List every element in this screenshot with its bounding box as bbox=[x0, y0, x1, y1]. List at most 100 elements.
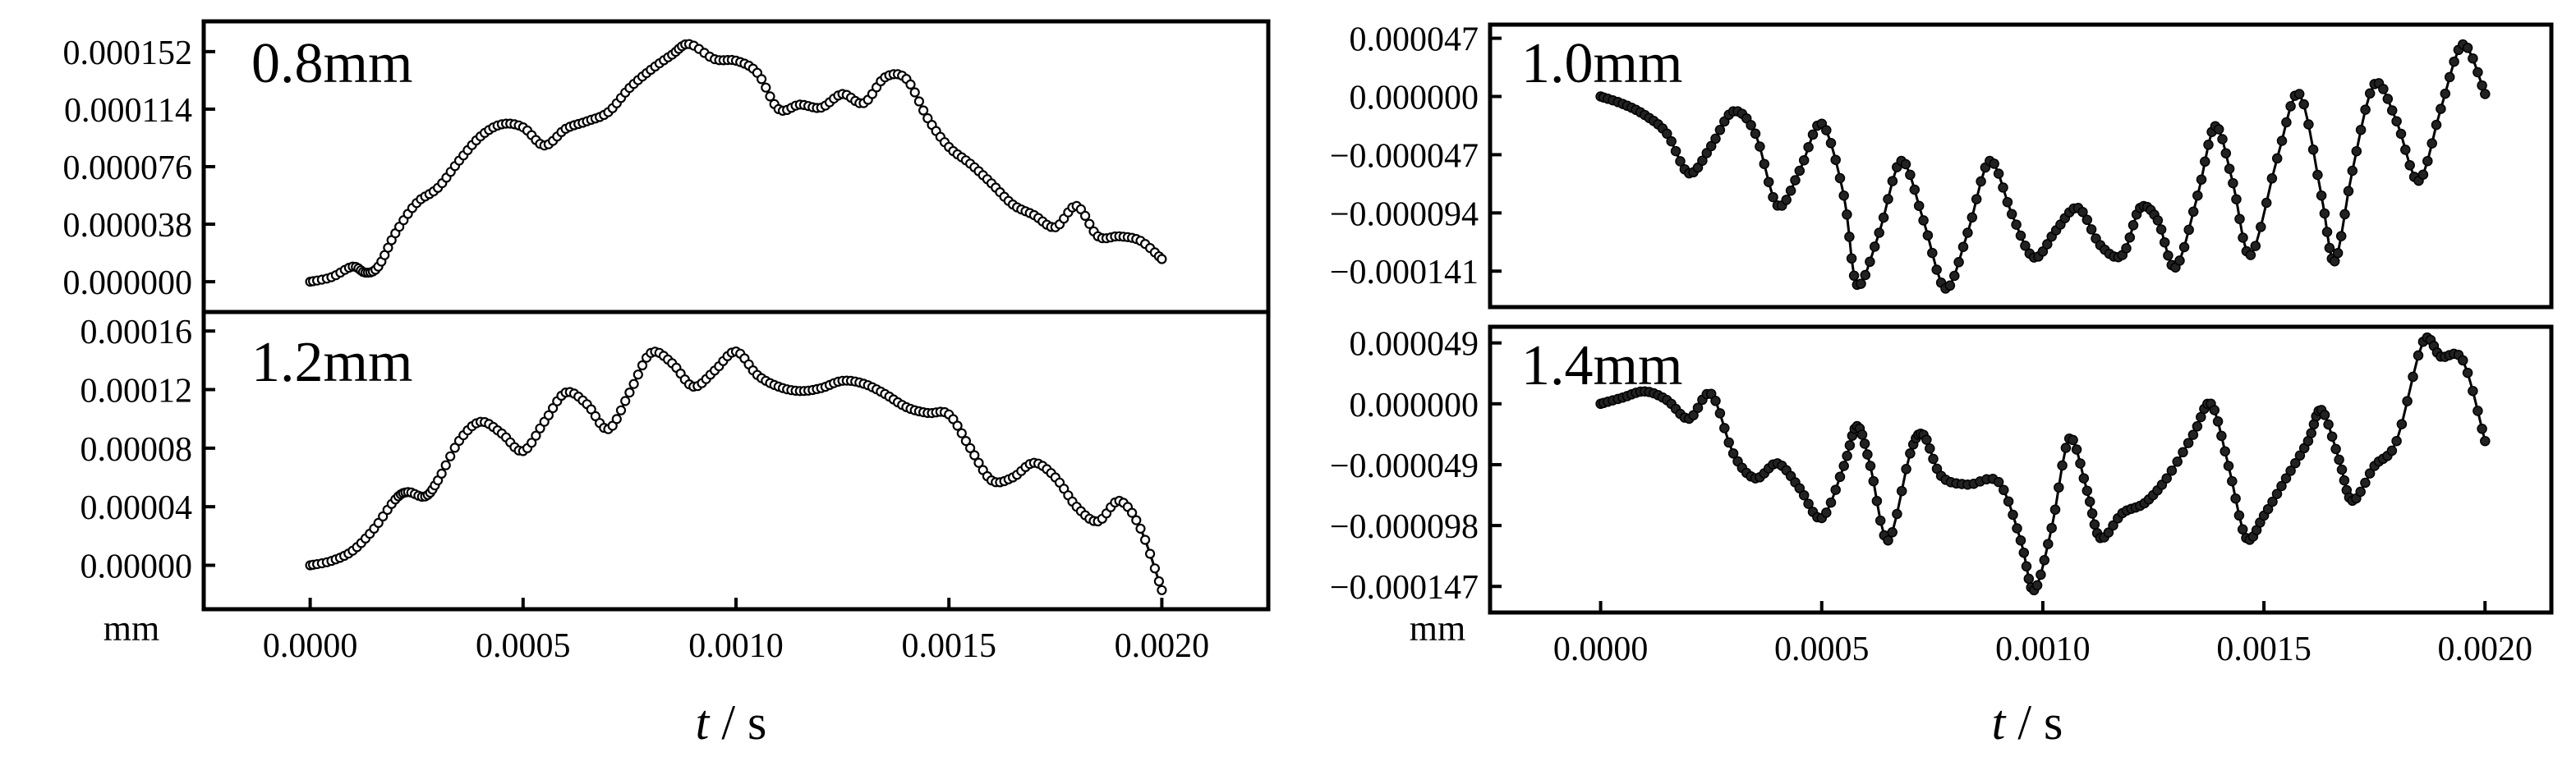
data-point bbox=[2227, 475, 2238, 487]
data-point bbox=[2402, 396, 2413, 406]
data-point bbox=[1790, 175, 1801, 186]
y-tick-label: 0.00000 bbox=[80, 548, 193, 586]
data-point bbox=[620, 396, 631, 406]
data-point bbox=[1989, 158, 1999, 169]
right-column: 0.000047 0.000000 −0.000047 −0.000094 −0.000… bbox=[1330, 21, 2554, 750]
plot-frame bbox=[1488, 22, 2554, 310]
data-point bbox=[2220, 148, 2232, 158]
data-point bbox=[1670, 145, 1681, 157]
data-point bbox=[1768, 191, 1778, 203]
data-point bbox=[1928, 453, 1939, 465]
data-point bbox=[1865, 461, 1876, 471]
data-point bbox=[2271, 153, 2283, 164]
data-point bbox=[1887, 176, 1898, 186]
data-point bbox=[1662, 128, 1672, 140]
data-point bbox=[2037, 246, 2049, 257]
data-point bbox=[1157, 585, 1167, 595]
data-point bbox=[2326, 431, 2338, 442]
data-point bbox=[2068, 434, 2078, 446]
data-point bbox=[1763, 177, 1774, 187]
data-point bbox=[2271, 489, 2283, 499]
data-point bbox=[969, 450, 980, 461]
data-point bbox=[2021, 561, 2032, 572]
data-point bbox=[2339, 475, 2350, 486]
data-point bbox=[590, 411, 601, 421]
plot-title: 1.2mm bbox=[251, 331, 412, 394]
data-point bbox=[2444, 71, 2455, 83]
data-point bbox=[1710, 133, 1721, 145]
data-point bbox=[1830, 154, 1841, 165]
data-point bbox=[1803, 141, 1814, 153]
data-point bbox=[2332, 247, 2344, 259]
data-point bbox=[2382, 94, 2394, 104]
data-point bbox=[2458, 355, 2468, 366]
data-point bbox=[2422, 155, 2433, 167]
data-point bbox=[1846, 253, 1857, 264]
data-point bbox=[2339, 209, 2350, 220]
data-point bbox=[1856, 429, 1868, 440]
data-point bbox=[2468, 385, 2478, 397]
data-point bbox=[1084, 218, 1095, 229]
data-point bbox=[2086, 508, 2098, 519]
data-point bbox=[1871, 495, 1883, 507]
data-point bbox=[373, 517, 384, 529]
left-column: 0.000000 0.000038 0.000076 0.000114 0.000152… bbox=[63, 19, 1271, 750]
data-point bbox=[1865, 256, 1875, 268]
data-point bbox=[2082, 214, 2093, 226]
y-tick-label: 0.00016 bbox=[80, 314, 193, 351]
data-point bbox=[2078, 473, 2090, 484]
y-tick-label: −0.000049 bbox=[1330, 447, 1479, 485]
x-tick-label: 0.0010 bbox=[688, 627, 784, 665]
data-point bbox=[2002, 196, 2013, 208]
left-unit-label: mm bbox=[104, 608, 159, 649]
data-point bbox=[2209, 405, 2220, 415]
data-point bbox=[2347, 165, 2358, 177]
data-point bbox=[2319, 208, 2330, 219]
data-point bbox=[964, 443, 976, 453]
data-point bbox=[905, 79, 916, 90]
data-point bbox=[2196, 174, 2207, 185]
data-point bbox=[756, 74, 767, 85]
data-point bbox=[2276, 135, 2288, 146]
data-point bbox=[2057, 460, 2068, 471]
data-point bbox=[632, 369, 643, 380]
plot-title: 1.4mm bbox=[1521, 334, 1682, 397]
data-point bbox=[2386, 445, 2398, 456]
data-point bbox=[2192, 190, 2203, 201]
data-point bbox=[2256, 222, 2266, 232]
y-tick-label: 0.00008 bbox=[80, 431, 193, 469]
data-point bbox=[952, 420, 963, 431]
data-point bbox=[2477, 424, 2487, 434]
data-point bbox=[2336, 464, 2348, 475]
data-point bbox=[2233, 510, 2245, 521]
data-point bbox=[956, 428, 967, 438]
data-point bbox=[2355, 124, 2367, 135]
data-point bbox=[1999, 484, 2009, 496]
data-point bbox=[1862, 449, 1873, 460]
data-point bbox=[1949, 270, 1960, 282]
data-point bbox=[445, 451, 456, 461]
data-point bbox=[1927, 247, 1938, 259]
data-point bbox=[2086, 224, 2097, 235]
data-point bbox=[2335, 231, 2347, 241]
data-point bbox=[2290, 457, 2301, 469]
data-point bbox=[2192, 421, 2203, 432]
data-point bbox=[1727, 448, 1739, 459]
data-point bbox=[624, 388, 635, 398]
data-point bbox=[1692, 402, 1704, 413]
data-point bbox=[2155, 224, 2167, 235]
data-point bbox=[2391, 116, 2402, 126]
data-point bbox=[2321, 227, 2333, 237]
x-tick-label: 0.0005 bbox=[476, 627, 571, 665]
data-point bbox=[973, 457, 984, 468]
data-point bbox=[1697, 155, 1708, 166]
data-point bbox=[1153, 576, 1165, 587]
data-point bbox=[2276, 480, 2287, 492]
data-point bbox=[2003, 496, 2014, 507]
data-point bbox=[2046, 522, 2057, 534]
data-point bbox=[2285, 101, 2296, 112]
data-point bbox=[1905, 448, 1916, 459]
data-point bbox=[1874, 515, 1886, 526]
right-unit-label: mm bbox=[1410, 608, 1465, 649]
